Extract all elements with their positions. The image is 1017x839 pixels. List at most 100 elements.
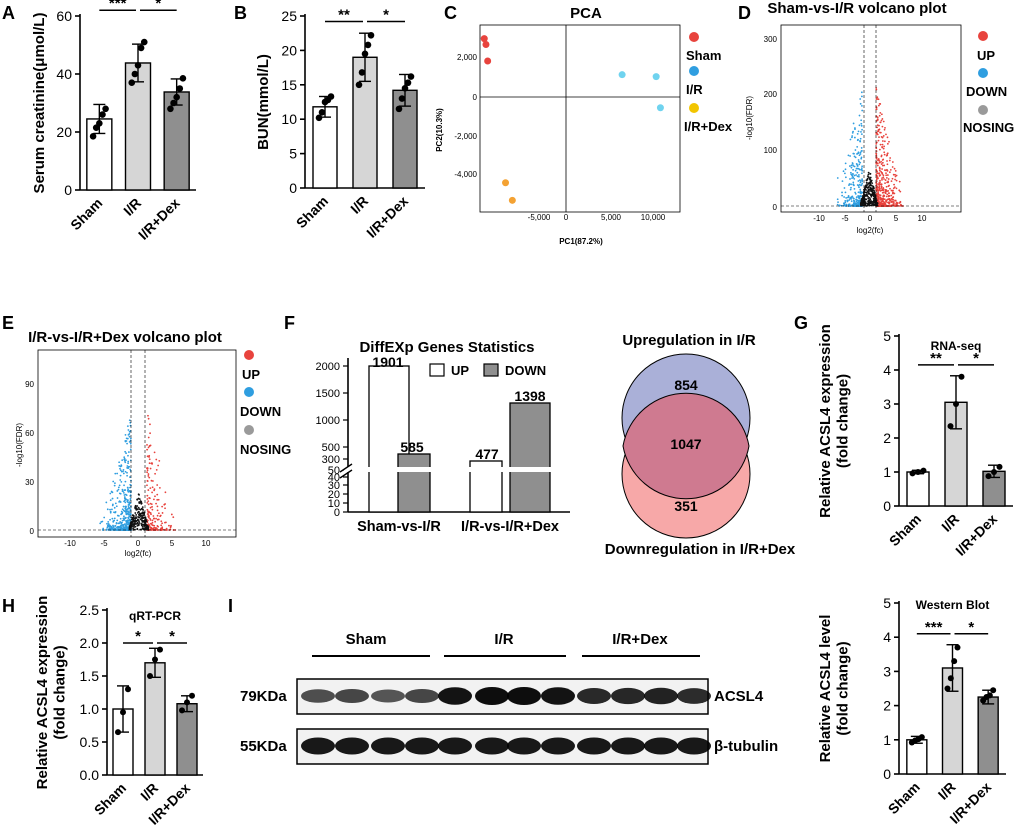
b-ytick-3: 15 <box>281 77 297 93</box>
volcano-e-nosing-point <box>143 512 146 515</box>
volcano-e-point <box>126 523 129 526</box>
g-title: RNA-seq <box>931 339 982 353</box>
bar-down-sham-vs-ir <box>397 453 431 513</box>
volcano-d-point <box>885 185 888 188</box>
volcano-d-point <box>855 200 858 203</box>
volcano-d-point <box>859 188 862 191</box>
volcano-e-nosing-point <box>136 505 139 507</box>
volcano-e-point <box>129 483 132 486</box>
volcano-e-nosing-point <box>137 513 140 516</box>
volcano-d-point <box>885 133 887 136</box>
volcano-d-point <box>879 143 882 146</box>
pca-point-1-0 <box>618 71 626 79</box>
volcano-d-nosing-point <box>861 199 864 201</box>
volcano-e-point <box>116 497 119 499</box>
volcano-d-point <box>885 199 888 202</box>
volcano-d-point <box>855 196 858 199</box>
volcano-d-point <box>889 199 891 202</box>
h-bar-2 <box>176 703 198 776</box>
volcano-d-point <box>888 140 890 143</box>
b-dot-0-0 <box>315 114 323 122</box>
volcano-d-point <box>884 179 887 181</box>
b-sig-label-1: * <box>383 7 389 24</box>
volcano-d-point <box>879 131 882 134</box>
legend-down-swatch <box>483 363 499 377</box>
volcano-d-point <box>875 173 878 176</box>
i-dot-0-3 <box>918 734 925 741</box>
g-bar-0 <box>906 471 930 507</box>
volcano-e-point <box>164 491 167 494</box>
h-ylabel: Relative ACSL4 expression(fold change) <box>34 596 68 790</box>
chart-d-volcano: Sham-vs-I/R volcano plot -10 -5 0 5 10 0… <box>745 0 1014 235</box>
volcano-d-point <box>879 179 881 182</box>
volcano-d-point <box>879 194 882 197</box>
volcano-e-nosing-point <box>138 498 141 500</box>
volcano-e-point <box>108 523 110 526</box>
volcano-e-ytick-3: 90 <box>25 380 34 389</box>
h-dot-2-2 <box>189 692 195 699</box>
blot-band-tubulin-1 <box>335 737 369 755</box>
volcano-e-point <box>105 501 108 504</box>
volcano-d-point <box>875 108 878 111</box>
volcano-e-point <box>118 514 120 517</box>
volcano-d-point <box>875 142 878 145</box>
blot-band-acsl4-1 <box>335 689 369 703</box>
pca-ytick-1: 0 <box>473 93 478 102</box>
panel-label-a: A <box>2 3 15 23</box>
i-dot-1-0 <box>944 685 951 692</box>
volcano-e-point <box>154 527 157 530</box>
b-dot-0-1 <box>318 109 326 116</box>
volcano-d-point <box>857 199 860 202</box>
volcano-e-nosing-point <box>134 512 137 514</box>
pca-xtick-1: 0 <box>564 213 569 222</box>
volcano-d-point <box>890 194 893 197</box>
volcano-e-nosing-point <box>143 511 145 514</box>
volcano-e-point <box>122 524 125 527</box>
volcano-d-point <box>882 198 885 201</box>
volcano-e-point <box>116 519 119 522</box>
volcano-d-point <box>859 191 862 194</box>
volcano-e-point <box>153 517 155 520</box>
volcano-d-point <box>842 170 845 173</box>
volcano-d-point <box>880 189 883 192</box>
h-dot-1-2 <box>157 646 163 653</box>
volcano-e-point <box>156 484 159 486</box>
blot-band-acsl4-4 <box>438 687 472 705</box>
volcano-e-nosing-point <box>132 514 135 517</box>
volcano-e-point <box>121 521 123 524</box>
volcano-e-point <box>112 526 115 529</box>
volcano-e-point <box>122 468 125 471</box>
volcano-d-point <box>894 199 896 202</box>
pca-point-1-2 <box>656 104 664 112</box>
volcano-d-point <box>860 124 863 127</box>
volcano-d-ylabel: -log10(FDR) <box>745 96 754 140</box>
pca-xtick-3: 10,000 <box>641 213 666 222</box>
volcano-d-point <box>884 192 887 195</box>
volcano-d-point <box>855 162 858 165</box>
volcano-d-nosing-point <box>865 181 868 184</box>
volcano-d-point <box>852 173 854 175</box>
volcano-d-point <box>860 184 862 187</box>
volcano-e-point <box>119 467 121 470</box>
volcano-e-point <box>151 462 153 464</box>
volcano-e-ylabel: -log10(FDR) <box>15 423 24 467</box>
volcano-e-point <box>112 520 115 523</box>
volcano-d-nosing-point <box>867 189 870 192</box>
volcano-d-point <box>884 202 887 205</box>
a-ytick-0: 0 <box>64 182 72 198</box>
volcano-d-point <box>844 205 847 207</box>
volcano-e-ytick-2: 60 <box>25 429 34 438</box>
volcano-d-point <box>849 197 851 199</box>
volcano-d-point <box>893 192 896 195</box>
volcano-e-point <box>147 475 150 477</box>
g-sig-label-1: * <box>973 350 979 367</box>
volcano-d-point <box>879 196 882 199</box>
volcano-d-point <box>879 202 882 205</box>
volcano-d-nosing-point <box>873 200 876 203</box>
volcano-d-point <box>883 145 886 148</box>
a-dot-2-2 <box>173 93 180 101</box>
volcano-e-point <box>151 486 154 489</box>
western-blot-image: Sham I/R I/R+Dex 79KDa 55KDa ACSL4 β-tub… <box>240 631 778 765</box>
volcano-d-point <box>859 151 862 154</box>
volcano-d-point <box>886 152 889 155</box>
